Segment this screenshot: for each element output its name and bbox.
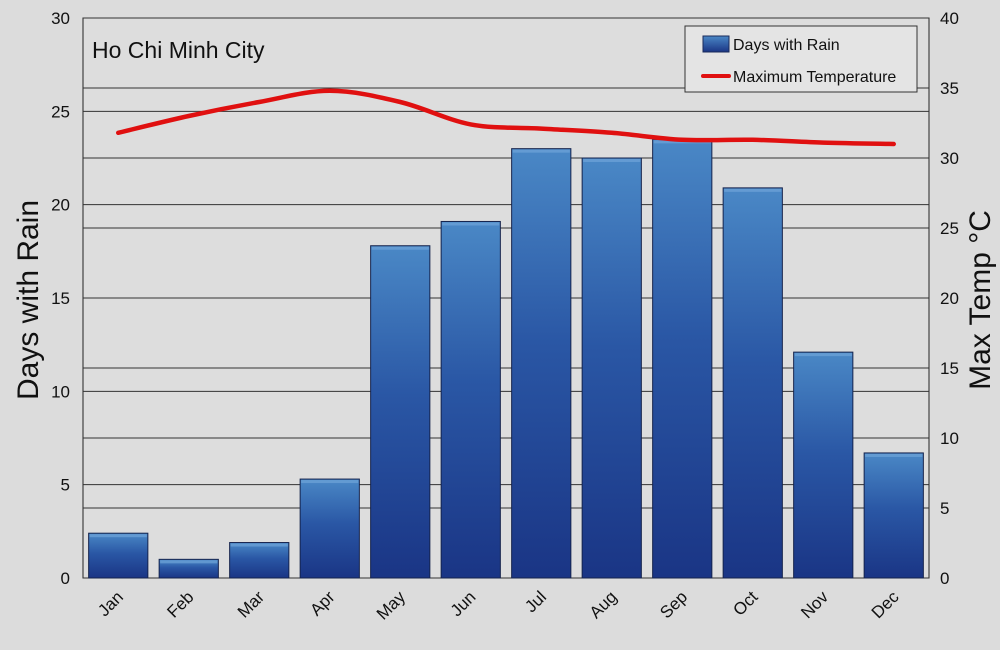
x-tick-label-aug: Aug <box>586 587 621 622</box>
bar-highlight-jun <box>442 222 500 226</box>
bar-jul <box>511 148 572 579</box>
right-tick-label-1: 5 <box>940 499 949 518</box>
bar-highlight-jul <box>512 149 570 153</box>
temperature-point-sep <box>680 138 684 142</box>
bar-jan <box>88 532 149 579</box>
left-tick-label-2: 10 <box>51 382 70 401</box>
left-tick-label-0: 0 <box>61 569 70 588</box>
bar-mar <box>229 542 290 579</box>
right-tick-label-0: 0 <box>940 569 949 588</box>
temperature-point-oct <box>751 138 755 142</box>
legend-label-rain: Days with Rain <box>733 37 840 54</box>
temperature-point-nov <box>821 141 825 145</box>
bar-highlight-jan <box>89 534 147 538</box>
left-tick-label-1: 5 <box>61 476 70 495</box>
x-tick-label-oct: Oct <box>729 587 761 619</box>
right-tick-label-5: 25 <box>940 219 959 238</box>
left-tick-label-4: 20 <box>51 196 70 215</box>
left-axis-ticks: 0 5 10 15 20 25 30 <box>51 9 70 588</box>
temperature-point-apr <box>328 89 332 93</box>
x-tick-label-feb: Feb <box>163 587 197 621</box>
right-tick-label-6: 30 <box>940 149 959 168</box>
left-axis-title: Days with Rain <box>12 200 45 400</box>
right-tick-label-2: 10 <box>940 429 959 448</box>
bar-highlight-aug <box>583 159 641 162</box>
temperature-point-jul <box>539 127 543 131</box>
right-tick-label-8: 40 <box>940 9 959 28</box>
x-tick-label-nov: Nov <box>797 587 832 622</box>
bar-dec <box>863 452 924 579</box>
x-tick-label-mar: Mar <box>234 587 268 621</box>
bar-feb <box>158 558 219 579</box>
left-tick-label-6: 30 <box>51 9 70 28</box>
bar-may <box>370 245 431 579</box>
x-tick-label-apr: Apr <box>306 587 338 619</box>
temperature-point-aug <box>610 131 614 135</box>
bar-highlight-mar <box>230 543 288 547</box>
right-tick-label-7: 35 <box>940 79 959 98</box>
temperature-point-jan <box>116 131 120 135</box>
x-tick-label-dec: Dec <box>868 587 903 622</box>
x-axis-ticks: Jan Feb Mar Apr May Jun Jul Aug Sep Oct Nov Dec <box>94 587 903 624</box>
x-tick-label-sep: Sep <box>656 587 691 622</box>
chart-title: Ho Chi Minh City <box>92 37 265 63</box>
bar-highlight-feb <box>160 560 218 564</box>
bar-highlight-dec <box>865 453 923 457</box>
bar-jun <box>440 220 501 579</box>
bar-apr <box>299 478 360 579</box>
bar-highlight-oct <box>724 188 782 192</box>
right-tick-label-3: 15 <box>940 359 959 378</box>
temperature-line <box>116 88 896 147</box>
bar-highlight-apr <box>301 480 359 484</box>
legend: Days with Rain Maximum Temperature <box>684 25 918 93</box>
temperature-point-may <box>398 100 402 104</box>
temperature-point-jun <box>469 122 473 126</box>
bar-aug <box>581 157 642 579</box>
left-tick-label-5: 25 <box>51 102 70 121</box>
bar-oct <box>722 187 783 579</box>
grid-lines <box>83 17 929 579</box>
rain-bars <box>88 138 924 579</box>
temperature-point-feb <box>187 114 191 118</box>
x-tick-label-may: May <box>373 587 409 623</box>
left-tick-label-3: 15 <box>51 289 70 308</box>
temperature-point-mar <box>257 100 261 104</box>
x-tick-label-jul: Jul <box>521 587 550 616</box>
bar-highlight-may <box>371 246 429 250</box>
right-axis-title: Max Temp °C <box>964 210 997 390</box>
bar-sep <box>652 138 713 579</box>
x-tick-label-jun: Jun <box>447 587 480 620</box>
x-tick-label-jan: Jan <box>94 587 127 620</box>
bar-nov <box>793 351 854 579</box>
right-axis-ticks: 0 5 10 15 20 25 30 35 40 <box>940 9 959 588</box>
legend-swatch-rain <box>702 35 730 53</box>
temperature-series-line <box>116 88 896 147</box>
right-tick-label-4: 20 <box>940 289 959 308</box>
temperature-point-dec <box>892 142 896 146</box>
legend-label-temperature: Maximum Temperature <box>733 69 896 86</box>
bar-highlight-nov <box>794 353 852 357</box>
